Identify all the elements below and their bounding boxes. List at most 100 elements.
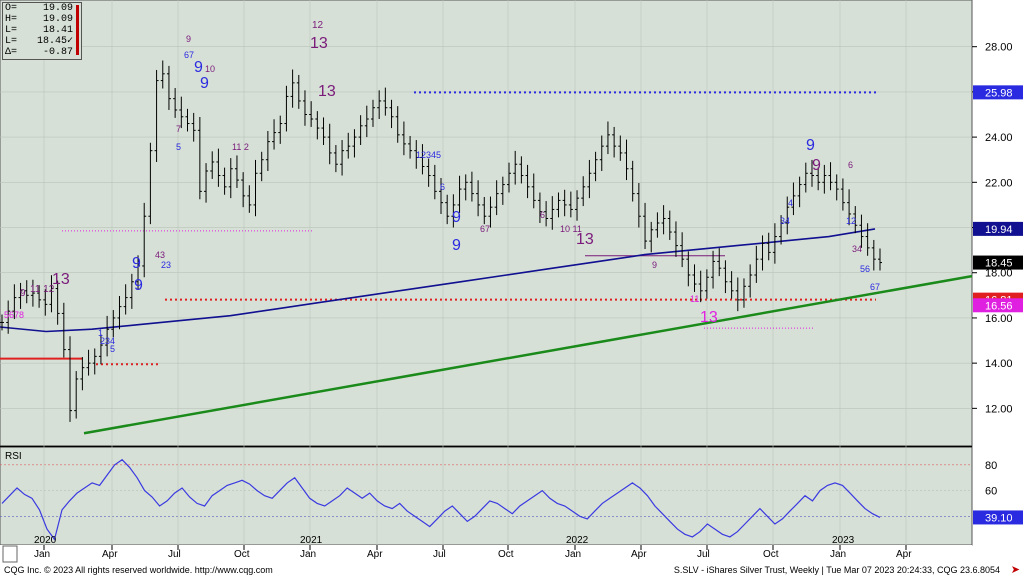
x-tick-label: Oct <box>763 549 779 560</box>
x-tick-label: Apr <box>367 549 383 560</box>
ohlc-open-row: O= 19.09 <box>3 3 81 14</box>
count-marker: 12 <box>312 20 324 31</box>
count-marker: 11 <box>690 294 699 304</box>
count-marker: 9 <box>452 237 461 254</box>
x-year-label: 2021 <box>300 535 323 546</box>
y-tick-label: 14.00 <box>985 358 1013 370</box>
count-marker: 12 <box>846 216 856 226</box>
count-marker: 12345 <box>416 150 441 160</box>
count-marker: 9 <box>186 34 191 44</box>
x-tick-label: Jan <box>830 549 846 560</box>
y-tick-label: 22.00 <box>985 177 1013 189</box>
count-marker: 13 <box>310 35 328 52</box>
count-marker: 34 <box>852 244 862 254</box>
rsi-panel <box>0 446 973 546</box>
count-marker: 9 <box>452 209 461 226</box>
ohlc-box: O= 19.09 H= 19.09 L= 18.41 L= 18.45✓ Δ= -0.87 <box>2 2 82 60</box>
count-marker: 9 <box>194 59 203 76</box>
price-tag-box <box>973 298 1023 313</box>
y-tick-label: 16.00 <box>985 313 1013 325</box>
y-tick-label: 28.00 <box>985 42 1013 54</box>
x-tick-label: Oct <box>234 549 250 560</box>
y-axis: 12.0014.0016.0018.0020.0022.0024.0026.00… <box>972 42 1013 523</box>
ohlc-high-row: H= 19.09 <box>3 14 81 25</box>
x-year-label: 2022 <box>566 535 589 546</box>
rsi-tick-label: 60 <box>985 486 997 498</box>
rsi-value-box <box>973 510 1023 525</box>
ohlc-last-row: L= 18.45✓ <box>3 36 81 47</box>
price-tag-label: 25.98 <box>985 87 1013 99</box>
count-marker: 13 <box>318 83 336 100</box>
x-tick-label: Jan <box>34 549 50 560</box>
price-tag-box <box>973 221 1023 236</box>
count-marker: 9 <box>134 277 143 294</box>
x-tick-label: Jul <box>433 549 446 560</box>
uptrend-line <box>83 274 973 435</box>
price-panel <box>0 0 973 447</box>
moving-average-line <box>0 228 876 333</box>
ohlc-range-bar <box>76 5 79 55</box>
count-marker: 5678 <box>4 310 24 320</box>
x-tick-label: Jan <box>300 549 316 560</box>
count-marker: 67 <box>870 282 880 292</box>
x-tick-label: Jul <box>168 549 181 560</box>
ohlc-low-label: L= <box>5 25 18 36</box>
rsi-title: RSI <box>5 451 22 462</box>
ohlc-last-label: L= <box>5 36 18 47</box>
count-marker: 9 <box>806 137 815 154</box>
x-tick-label: Jan <box>565 549 581 560</box>
count-marker: 9 <box>200 75 209 92</box>
count-marker: 9 <box>812 157 821 174</box>
count-marker: 9 <box>20 288 26 299</box>
x-tick-label: Apr <box>102 549 118 560</box>
x-tick-label: Jul <box>697 549 710 560</box>
count-marker: 67 <box>480 224 490 234</box>
count-marker: 56 <box>860 264 870 274</box>
price-bars <box>0 60 882 422</box>
rsi-line <box>1 458 881 541</box>
y-tick-label: 18.00 <box>985 268 1013 280</box>
rsi-value-label: 39.10 <box>985 512 1013 524</box>
count-marker: 9 <box>132 255 141 272</box>
count-marker: 5 <box>110 344 115 354</box>
ohlc-low-value: 18.41 <box>42 25 73 36</box>
x-year-label: 2023 <box>832 535 855 546</box>
arrow-right-icon[interactable]: ➤ <box>1010 564 1020 576</box>
y-tick-label: 24.00 <box>985 132 1013 144</box>
ohlc-change-row: Δ= -0.87 <box>3 47 81 58</box>
count-marker: 43 <box>155 250 165 260</box>
x-grid <box>43 0 907 545</box>
count-marker: 13 <box>700 309 718 326</box>
x-tick-label: Apr <box>896 549 912 560</box>
price-tag-box <box>973 255 1023 270</box>
ohlc-high-value: 19.09 <box>42 14 73 25</box>
ohlc-open-label: O= <box>5 3 18 14</box>
ohlc-open-value: 19.09 <box>42 3 73 14</box>
price-tag-label: 19.94 <box>985 224 1013 236</box>
ohlc-high-label: H= <box>5 14 18 25</box>
ohlc-low-row: L= 18.41 <box>3 25 81 36</box>
count-marker: 1 <box>98 328 103 338</box>
count-marker: 6 <box>848 160 853 170</box>
price-tag-label: 18.45 <box>985 258 1013 270</box>
trend-lines <box>0 228 973 435</box>
count-marker: 10 11 <box>560 224 582 234</box>
price-tag-label: 16.56 <box>985 300 1013 312</box>
x-axis-strip <box>0 545 972 563</box>
count-marker: 13 <box>576 231 594 248</box>
footer-copyright: CQG Inc. © 2023 All rights reserved worl… <box>4 565 273 575</box>
count-marker: 23 <box>161 260 171 270</box>
count-marker: 10 <box>205 64 215 74</box>
x-year-label: 2020 <box>34 535 57 546</box>
level-lines <box>0 91 876 366</box>
count-marker: 7 <box>176 124 181 134</box>
count-marker: 67 <box>184 50 194 60</box>
x-axis: Jan Apr Jul Oct Jan Apr Jul Oct Jan Apr Jul Oct Jan A… <box>34 535 912 560</box>
corner-button[interactable] <box>2 545 18 563</box>
count-marker: 9 <box>652 260 657 270</box>
count-marker: 11 12 <box>30 284 55 295</box>
ohlc-change-label: Δ= <box>5 47 18 58</box>
